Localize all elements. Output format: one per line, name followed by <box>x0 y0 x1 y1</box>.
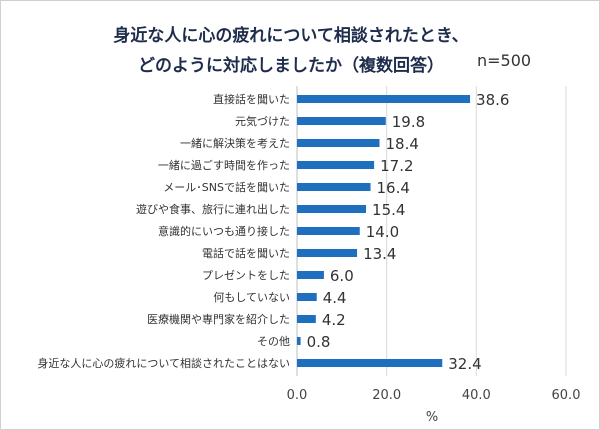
bar <box>297 117 386 125</box>
data-label: 4.4 <box>323 289 347 307</box>
bar <box>297 359 443 367</box>
x-tick-label: 0.0 <box>287 388 308 403</box>
x-axis-label: % <box>426 410 438 425</box>
category-label: 元気づけた <box>235 114 290 128</box>
bar <box>297 95 471 103</box>
data-label: 14.0 <box>366 223 399 241</box>
bar <box>297 315 316 323</box>
category-label: 電話で話を聞いた <box>202 246 290 260</box>
data-label: 16.4 <box>377 179 410 197</box>
bar <box>297 183 371 191</box>
category-label: 何もしていない <box>213 291 290 304</box>
category-label: 医療機関や専門家を紹介した <box>147 312 290 326</box>
category-label: その他 <box>257 335 290 348</box>
sample-size-annotation: n=500 <box>477 51 532 70</box>
category-label: メール･SNSで話を聞いた <box>163 180 290 194</box>
bar <box>297 161 375 169</box>
data-label: 32.4 <box>448 355 481 373</box>
data-label: 6.0 <box>330 267 354 285</box>
x-tick-label: 60.0 <box>552 388 581 403</box>
category-label: 一緒に解決策を考えた <box>180 136 290 150</box>
category-label: 一緒に過ごす時間を作った <box>158 158 290 172</box>
data-label: 4.2 <box>322 311 346 329</box>
bar <box>297 271 324 279</box>
data-label: 38.6 <box>476 91 509 109</box>
data-label: 0.8 <box>307 333 331 351</box>
bar <box>297 293 317 301</box>
category-label: 遊びや食事、旅行に連れ出した <box>136 202 290 216</box>
bar <box>297 227 360 235</box>
data-label: 19.8 <box>392 113 425 131</box>
data-label: 18.4 <box>385 135 418 153</box>
category-label: 身近な人に心の疲れについて相談されたことはない <box>37 356 290 370</box>
category-label: プレゼントをした <box>202 269 290 282</box>
data-label: 17.2 <box>380 157 413 175</box>
data-label: 13.4 <box>363 245 396 263</box>
category-label: 直接話を聞いた <box>213 92 290 106</box>
bar <box>297 139 380 147</box>
bar <box>297 249 358 257</box>
bar <box>297 205 367 213</box>
x-tick-label: 40.0 <box>462 388 491 403</box>
data-label: 15.4 <box>372 201 405 219</box>
chart-title-line-2: どのように対応しましたか（複数回答） <box>138 56 444 76</box>
category-label: 意識的にいつも通り接した <box>158 224 290 238</box>
bar <box>297 337 301 345</box>
chart-title-line-1: 身近な人に心の疲れについて相談されたとき、 <box>113 26 469 46</box>
x-tick-label: 20.0 <box>372 388 401 403</box>
